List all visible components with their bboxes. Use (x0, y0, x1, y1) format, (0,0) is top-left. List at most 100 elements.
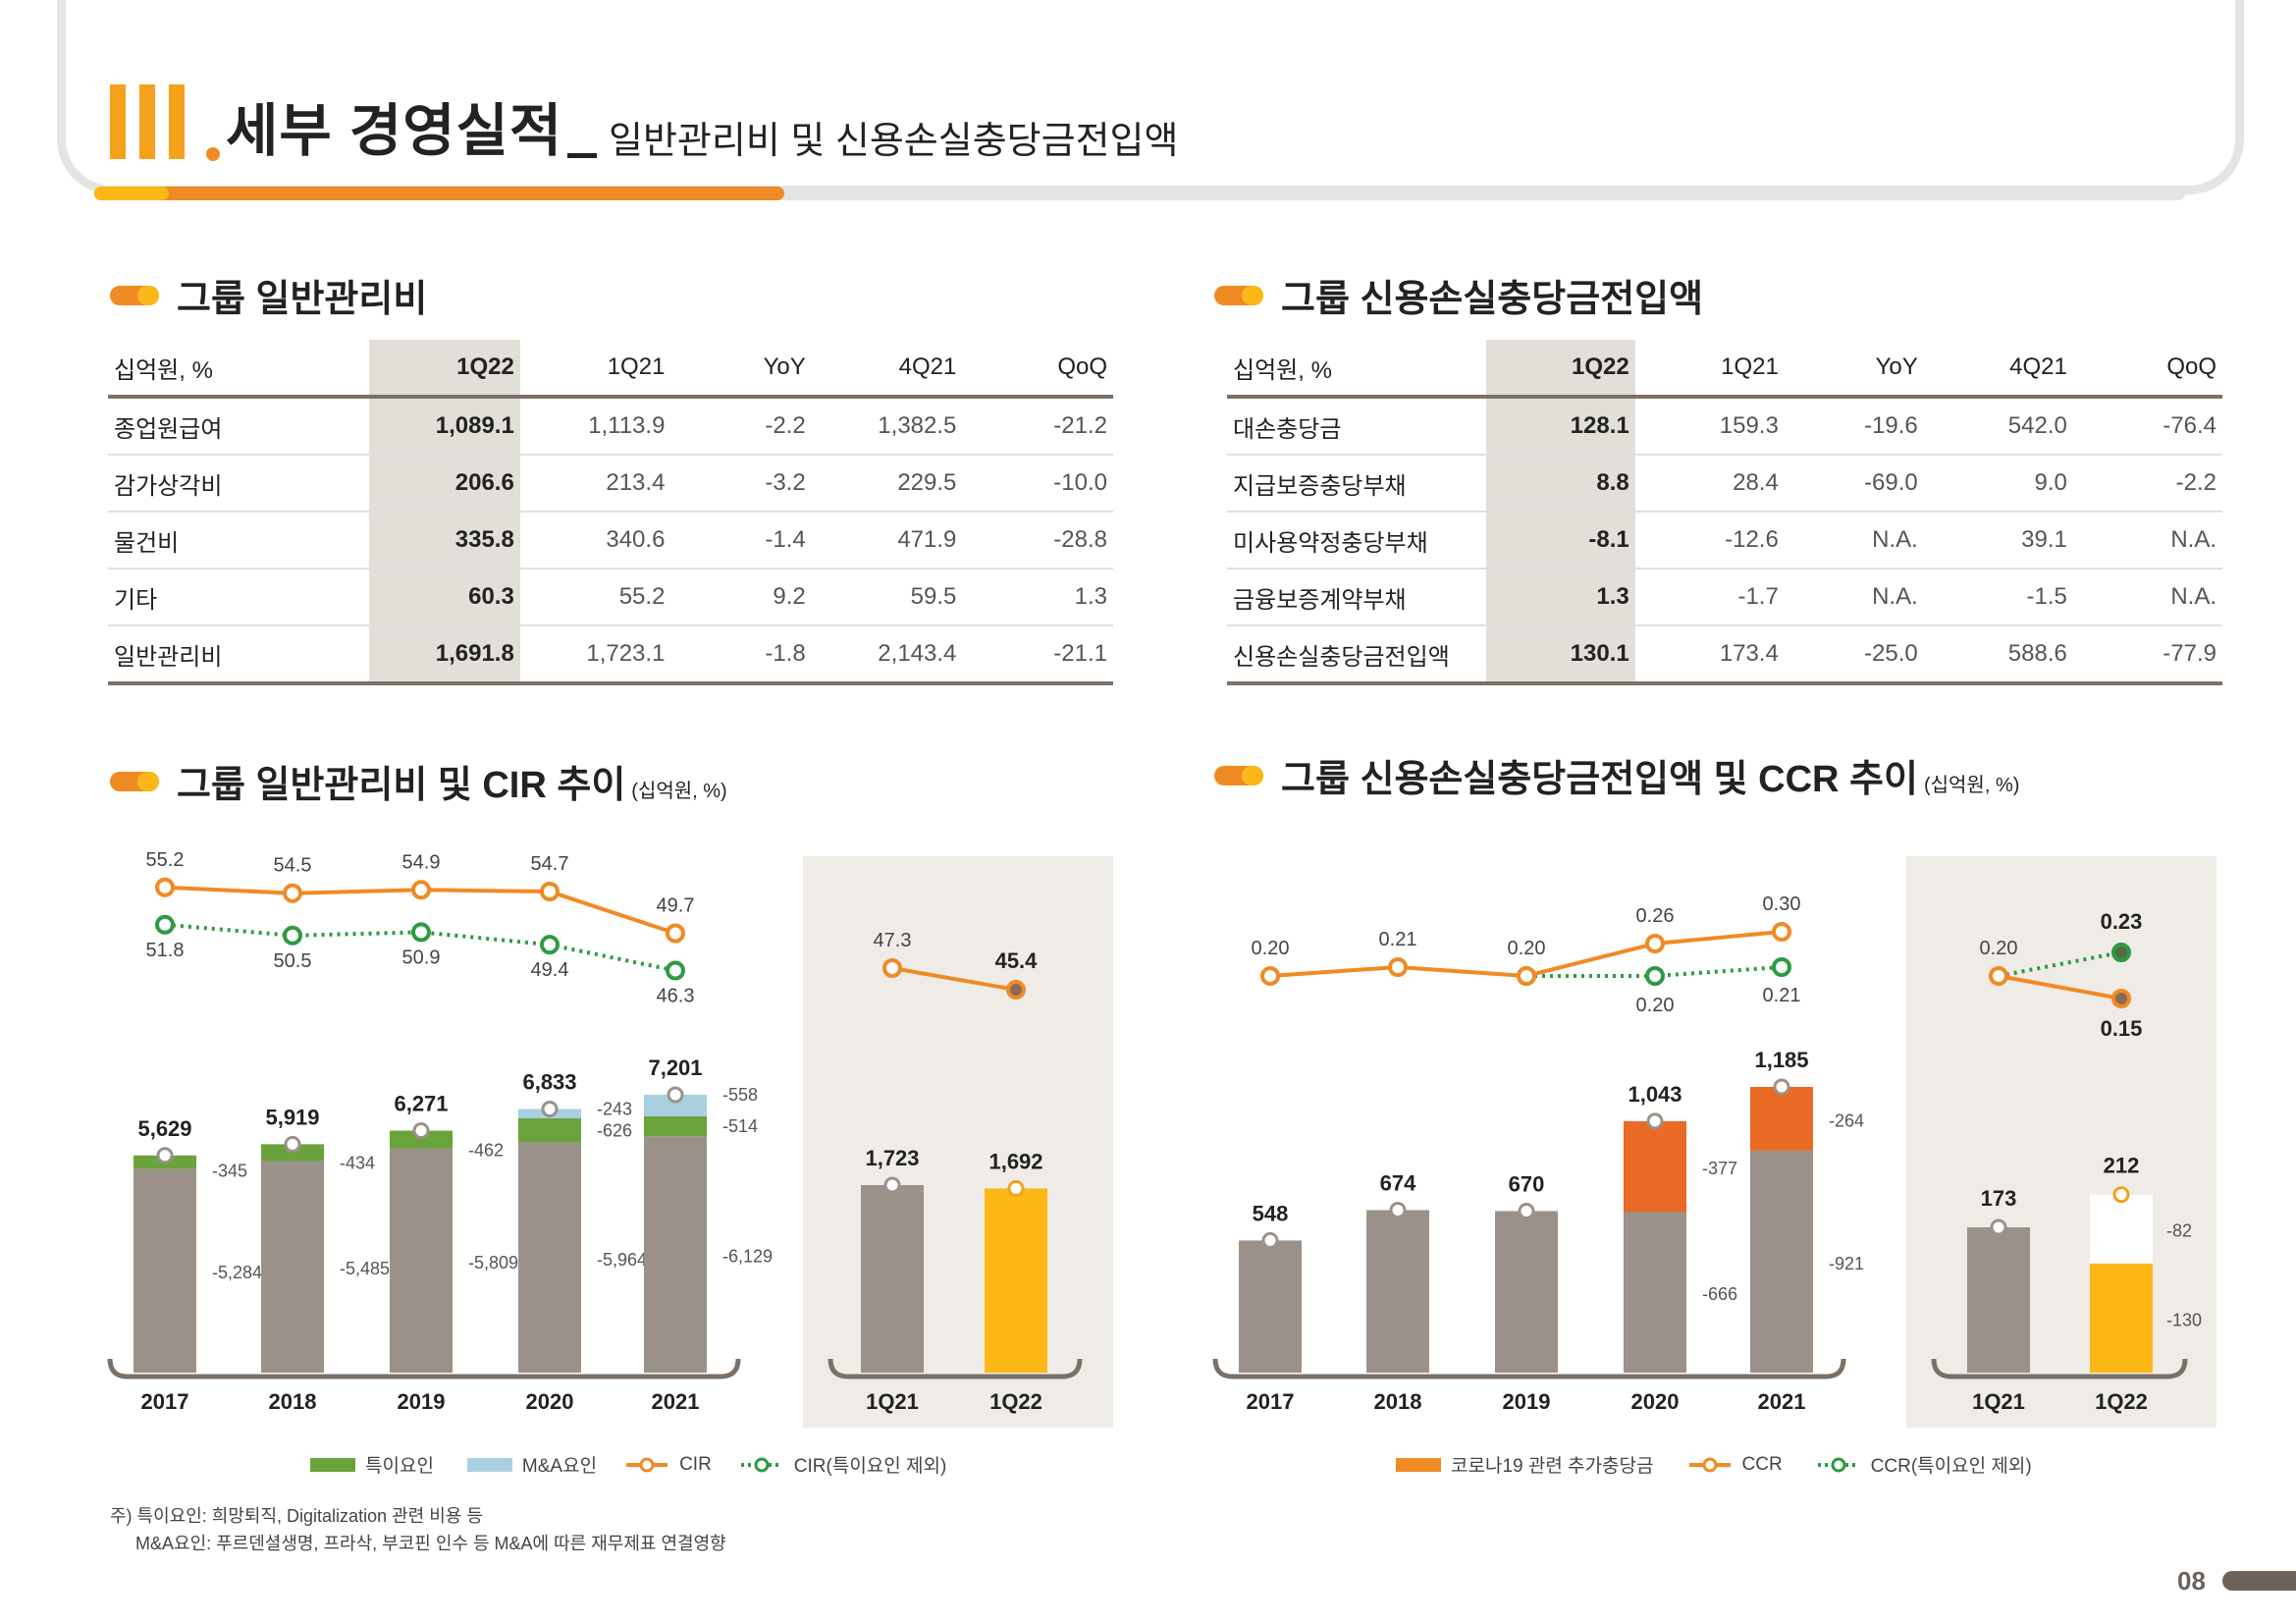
ccr-table-cell: -76.4 (2072, 397, 2222, 456)
ga-table-cell: -1.8 (670, 624, 812, 685)
ccr-table-row: 대손충당금 128.1 159.3 -19.6 542.0 -76.4 (1227, 397, 2222, 456)
ccr-table-cell: 39.1 (1923, 512, 2073, 569)
legend-right: 코로나19 관련 추가충당금 CCR CCR(특이요인 제외) (1396, 1451, 2032, 1478)
footnote-line-2: M&A요인: 푸르덴셜생명, 프라삭, 부코핀 인수 등 M&A에 따른 재무제… (135, 1534, 726, 1553)
ccr-table-header-row: 십억원, % 1Q22 1Q21 YoY 4Q21 QoQ (1227, 340, 2222, 399)
ga-q-axis (828, 1358, 1083, 1380)
ccr-trend-ccr-label: 0.20 (1252, 938, 1290, 959)
page-title: 세부 경영실적 (226, 99, 563, 163)
ga-trend-cir-ex-point (540, 935, 560, 955)
ccr-q-ccr-ex-label: 0.23 (2101, 909, 2143, 934)
ga-trend-cir-label: 54.7 (531, 853, 569, 875)
ccr-q-total-label: 173 (1981, 1186, 2017, 1211)
ga-q-cir-point (1006, 980, 1026, 1000)
ccr-table-cell: N.A. (2072, 512, 2222, 569)
ccr-trend-year-label: 2021 (1758, 1389, 1806, 1414)
ccr-table-cell: -1.5 (1923, 568, 2073, 626)
section-roman-numeral (110, 84, 220, 161)
ga-table-cell: 55.2 (519, 568, 671, 626)
ga-table-cell: 1,089.1 (369, 397, 520, 456)
ga-trend-cir-label: 54.5 (274, 855, 312, 877)
ga-table-header-cell: QoQ (962, 340, 1113, 399)
legend-line-ccr-icon (1688, 1457, 1731, 1472)
ga-trend-base-label: -5,809 (468, 1253, 518, 1272)
bullet-pill-icon (1214, 766, 1263, 785)
ga-table-cell: 213.4 (519, 455, 671, 513)
ccr-q-ccr-label: 0.20 (1980, 938, 2018, 959)
ccr-trend-ccr-ex-label: 0.21 (1763, 985, 1801, 1006)
ga-table-cell: 206.6 (369, 455, 520, 513)
ga-trend-cir-point (540, 882, 560, 901)
ccr-table-cell: -25.0 (1784, 624, 1924, 685)
ga-trend-base-label: -5,284 (212, 1263, 262, 1282)
ccr-trend-bar-base (1624, 1212, 1686, 1373)
legend-line-cir-ex-icon (740, 1457, 782, 1472)
section-title-ccr-chart: 그룹 신용손실충당금전입액 및 CCR 추이 (십억원, %) (1214, 748, 2019, 802)
ga-q-bar (861, 1185, 924, 1373)
ga-trend-year-label: 2018 (269, 1389, 317, 1414)
ga-q-total-label: 1,692 (988, 1149, 1042, 1173)
ga-table-cell: -21.1 (962, 624, 1113, 685)
ga-trend-cir-ex-label: 49.4 (531, 959, 569, 981)
ga-trend-special-label: -434 (340, 1153, 375, 1172)
ga-table-header-cell: 4Q21 (811, 340, 963, 399)
ga-trend-cir-ex-point (155, 914, 175, 935)
ga-q-bar-marker (1007, 1179, 1025, 1197)
ccr-trend-ccr-point (1517, 966, 1536, 986)
progress-accent (94, 187, 169, 200)
ccr-trend-ccr-ex-label: 0.20 (1636, 995, 1675, 1016)
ccr-table-cell: -19.6 (1784, 397, 1924, 456)
ga-trend-cir-label: 54.9 (402, 851, 441, 873)
legend-label-cir: CIR (679, 1453, 712, 1475)
ccr-table-cell: -1.7 (1634, 568, 1785, 626)
ccr-table-cell: 1.3 (1485, 568, 1635, 626)
ga-trend-cir-ex-point (411, 922, 431, 943)
ga-table-cell: 60.3 (369, 568, 520, 626)
legend-line-ccr-ex-icon (1817, 1457, 1859, 1472)
ccr-table-cell: N.A. (1784, 568, 1924, 626)
ga-table-header-cell: 십억원, % (108, 340, 370, 399)
ccr-table-header-cell: QoQ (2072, 340, 2222, 399)
ga-trend-year-label: 2019 (398, 1389, 446, 1414)
legend-swatch-covid (1396, 1457, 1441, 1472)
ccr-q-ccr-ex-line (1998, 950, 2122, 978)
ccr-q-ccr-label: 0.15 (2101, 1016, 2143, 1041)
section-title-ccr-table: 그룹 신용손실충당금전입액 (1214, 268, 1703, 322)
footnote-line-1: 주) 특이요인: 희망퇴직, Digitalization 관련 비용 등 (110, 1506, 483, 1526)
ga-trend-cir-ex-label: 51.8 (146, 940, 185, 961)
section-title-ga-table: 그룹 일반관리비 (110, 268, 427, 322)
ccr-trend-ccr-point (1645, 934, 1665, 953)
bullet-pill-icon (1214, 286, 1263, 305)
ccr-table-cell: N.A. (1784, 512, 1924, 569)
bullet-pill-icon (110, 772, 159, 791)
ccr-trend-total-marker (1646, 1112, 1664, 1130)
legend-left: 특이요인 M&A요인 CIR CIR(특이요인 제외) (310, 1451, 946, 1478)
section-title-ga-chart: 그룹 일반관리비 및 CIR 추이 (십억원, %) (110, 754, 727, 808)
ccr-q-bar-marker (2112, 1186, 2130, 1204)
ga-table-cell: 9.2 (670, 568, 812, 626)
ccr-q-bar-base (2090, 1263, 2153, 1373)
ga-table-cell: 340.6 (519, 512, 671, 569)
ga-table-cell: -10.0 (962, 455, 1113, 513)
ga-q-cir-label: 47.3 (874, 930, 912, 951)
ga-table-cell: 물건비 (108, 512, 370, 569)
ccr-trend-ccr-label: 0.30 (1763, 893, 1801, 915)
ga-trend-total-label: 7,201 (648, 1056, 702, 1080)
ccr-q-special-label: -82 (2166, 1221, 2192, 1241)
ga-q-total-label: 1,723 (865, 1146, 919, 1170)
ccr-trend-total-label: 674 (1380, 1170, 1416, 1195)
ga-table-header-row: 십억원, % 1Q22 1Q21 YoY 4Q21 QoQ (108, 340, 1113, 399)
ga-table-cell: 1,723.1 (519, 624, 671, 685)
ga-table-row: 기타 60.3 55.2 9.2 59.5 1.3 (108, 568, 1113, 626)
ccr-table-cell: 금융보증계약부채 (1227, 568, 1486, 626)
ccr-trend-ccr-ex-point (1645, 966, 1665, 986)
ga-trend-special-label: -514 (722, 1116, 758, 1136)
ccr-table-cell: -12.6 (1634, 512, 1785, 569)
ga-trend-special-label: -626 (597, 1120, 632, 1140)
ga-table-row: 물건비 335.8 340.6 -1.4 471.9 -28.8 (108, 512, 1113, 569)
ga-trend-total-marker (156, 1147, 174, 1164)
ccr-trend-covid-label: -264 (1829, 1110, 1864, 1130)
ccr-trend-year-label: 2020 (1631, 1389, 1680, 1414)
credit-loss-table: 십억원, % 1Q22 1Q21 YoY 4Q21 QoQ 대손충당금 128.1 159.3-… (1227, 340, 2222, 685)
ga-table-cell: 471.9 (811, 512, 963, 569)
